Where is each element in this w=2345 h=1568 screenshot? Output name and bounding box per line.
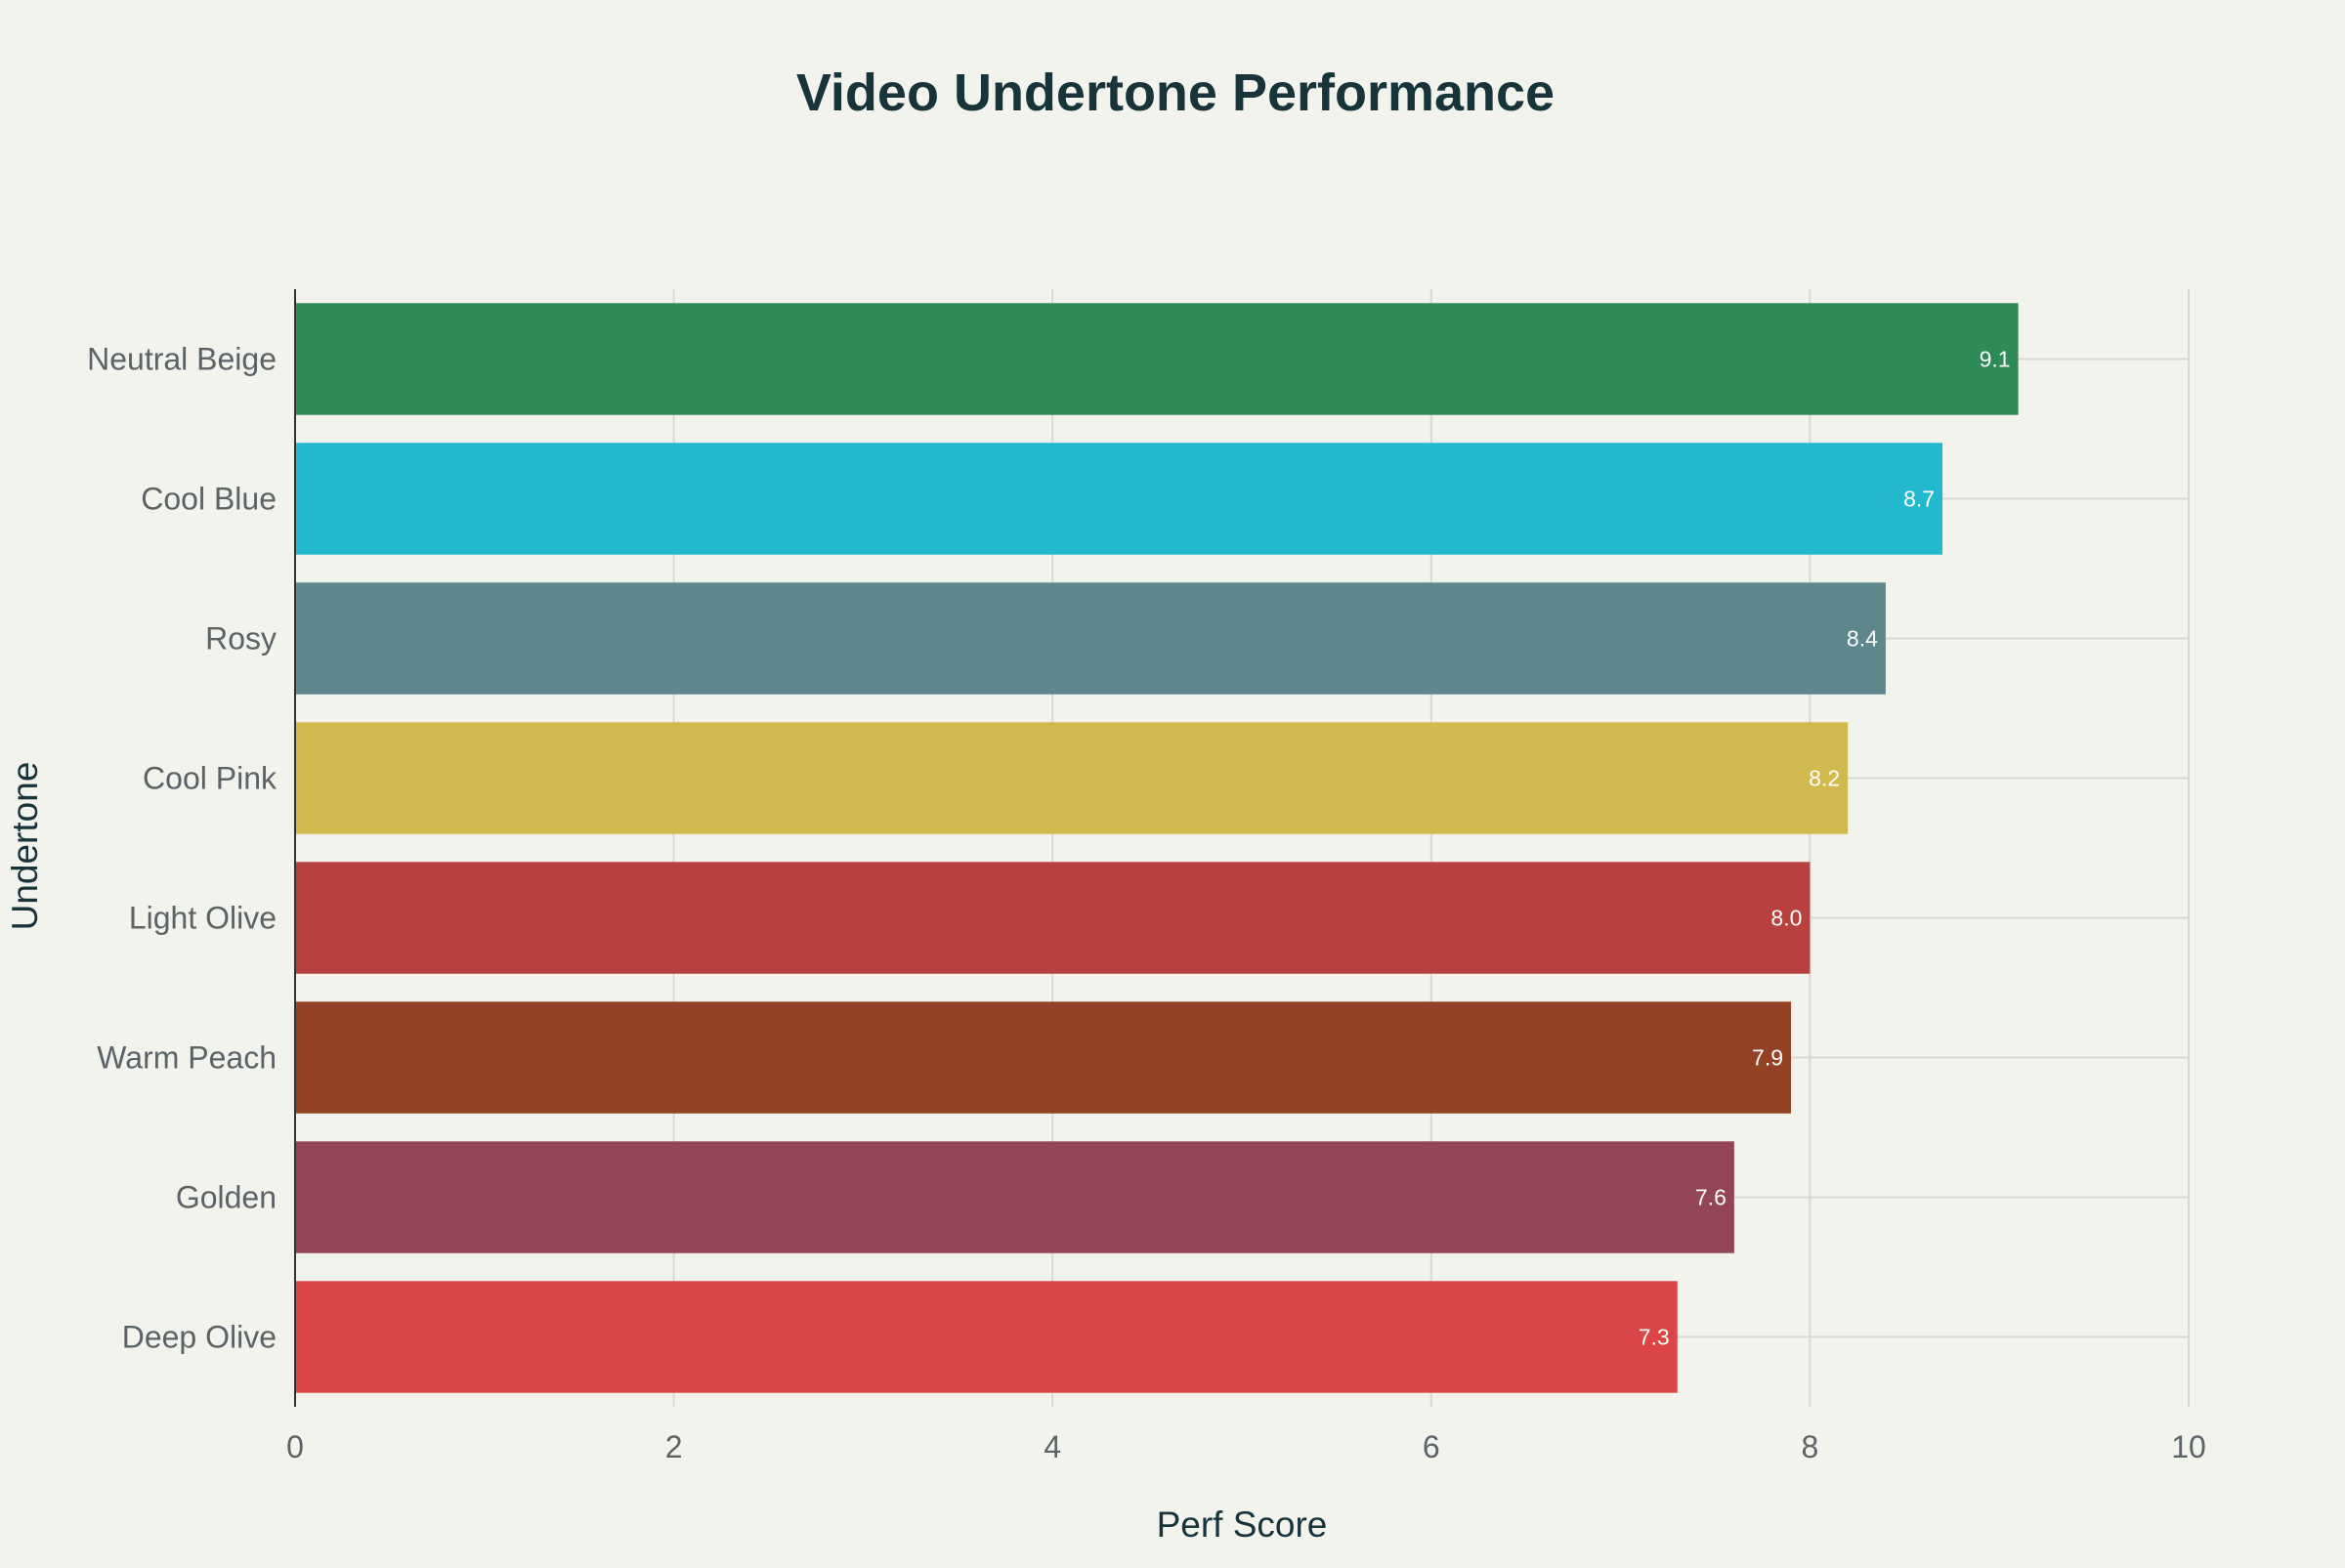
bar (295, 582, 1886, 695)
bar (295, 862, 1811, 974)
x-tick-label: 4 (1044, 1429, 1061, 1464)
bar-value-label: 8.2 (1809, 766, 1840, 791)
x-tick-label: 6 (1423, 1429, 1440, 1464)
bar-value-label: 7.9 (1752, 1045, 1783, 1071)
x-tick-label: 2 (665, 1429, 683, 1464)
bar (295, 1281, 1678, 1393)
category-label: Light Olive (129, 901, 277, 936)
y-axis-title: Undertone (5, 762, 45, 931)
bars (295, 303, 2019, 1393)
bar-value-label: 8.7 (1903, 487, 1935, 512)
bar (295, 303, 2019, 415)
x-axis-title: Perf Score (1157, 1504, 1328, 1545)
bar-value-label: 7.3 (1639, 1325, 1670, 1350)
category-label: Deep Olive (122, 1320, 277, 1355)
bar-value-label: 8.4 (1847, 626, 1878, 652)
chart-title: Video Undertone Performance (796, 64, 1555, 122)
bar-value-label: 8.0 (1770, 906, 1802, 931)
bar (295, 722, 1849, 834)
category-label: Warm Peach (97, 1040, 277, 1076)
bar (295, 1001, 1792, 1114)
x-tick-label: 8 (1802, 1429, 1819, 1464)
category-label: Rosy (205, 621, 277, 657)
x-tick-labels: 0 2 4 6 8 10 (286, 1429, 2206, 1464)
x-tick-label: 0 (286, 1429, 304, 1464)
category-label: Cool Pink (143, 761, 277, 796)
bar-value-label: 9.1 (1980, 347, 2011, 372)
bar-value-label: 7.6 (1695, 1185, 1727, 1210)
bar (295, 443, 1943, 555)
x-tick-label: 10 (2171, 1429, 2206, 1464)
bar-value-labels: 9.1 8.7 8.4 8.2 8.0 7.9 7.6 7.3 (1639, 347, 2011, 1350)
category-label: Golden (176, 1180, 277, 1215)
bar (295, 1141, 1734, 1253)
category-label: Neutral Beige (87, 342, 277, 377)
category-labels: Neutral Beige Cool Blue Rosy Cool Pink Light… (87, 342, 277, 1355)
category-label: Cool Blue (141, 482, 277, 517)
